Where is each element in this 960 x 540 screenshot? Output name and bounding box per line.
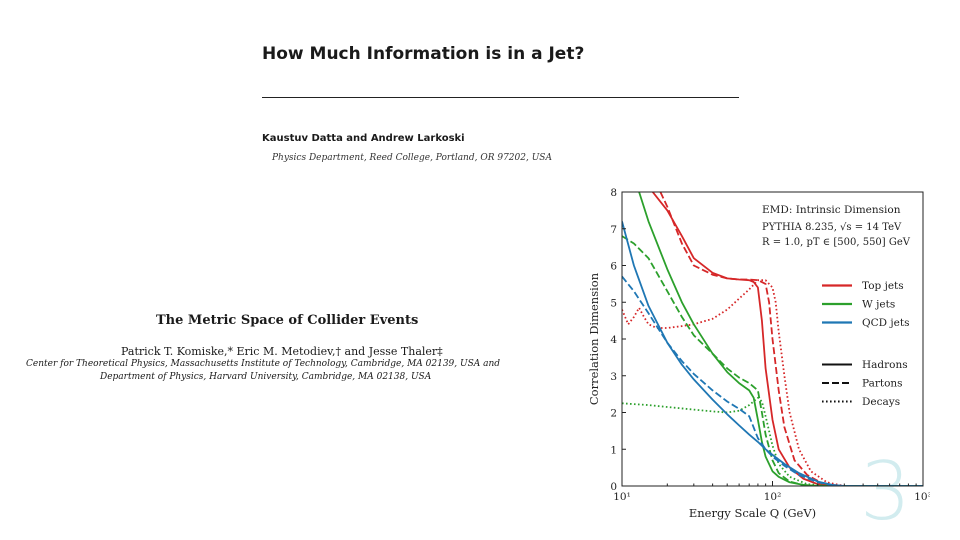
legend-style-label: Hadrons [862,359,908,371]
series-line-7 [622,275,923,486]
x-tick-label: 10² [764,491,782,503]
y-tick-label: 7 [610,224,617,236]
legend-style-label: Partons [862,378,903,390]
x-tick-label: 10³ [914,491,930,503]
page-number: 3 [860,445,911,538]
series-line-5 [622,396,923,486]
y-tick-label: 0 [610,481,617,493]
paper2-title: The Metric Space of Collider Events [156,313,419,328]
legend-color-label: Top jets [862,280,904,292]
paper2-authors: Patrick T. Komiske,* Eric M. Metodiev,† … [121,345,443,358]
legend: Top jets W jets QCD jets Hadrons Partons Deca… [822,280,909,408]
series-line-1 [659,192,923,486]
legend-style-label: Decays [862,396,900,408]
annotation-generator: PYTHIA 8.235, √s = 14 TeV [762,222,902,233]
y-tick-label: 3 [610,371,617,383]
y-tick-label: 6 [610,261,617,273]
annotation-jet-params: R = 1.0, pT ∈ [500, 550] GeV [762,237,911,248]
paper1-affiliation: Physics Department, Reed College, Portla… [272,153,552,163]
series-line-0 [651,192,923,486]
y-tick-label: 4 [610,334,617,346]
correlation-dimension-chart: 0 1 2 3 4 5 6 7 8 10¹ 10² 10³ Correlation Dimension… [587,187,930,520]
legend-color-label: W jets [862,299,895,311]
annotation-title: EMD: Intrinsic Dimension [762,204,901,216]
y-tick-label: 5 [610,297,617,309]
y-axis-label: Correlation Dimension [587,272,601,405]
y-tick-label: 2 [610,408,617,420]
series-line-3 [638,192,923,486]
y-tick-label: 8 [610,187,617,199]
paper1-title: How Much Information is in a Jet? [262,44,585,64]
plot-lines [622,192,923,486]
paper1-authors: Kaustuv Datta and Andrew Larkoski [262,133,465,144]
axis-ticks: 0 1 2 3 4 5 6 7 8 10¹ 10² 10³ [610,187,930,503]
series-line-2 [622,279,923,486]
series-line-4 [622,235,923,486]
paper2-affiliation-2: Department of Physics, Harvard Universit… [100,372,432,382]
title-divider [262,97,739,98]
x-axis-label: Energy Scale Q (GeV) [689,506,816,520]
legend-color-label: QCD jets [862,317,909,329]
y-tick-label: 1 [610,444,617,456]
x-tick-label: 10¹ [613,491,631,503]
paper2-affiliation-1: Center for Theoretical Physics, Massachu… [26,359,501,369]
